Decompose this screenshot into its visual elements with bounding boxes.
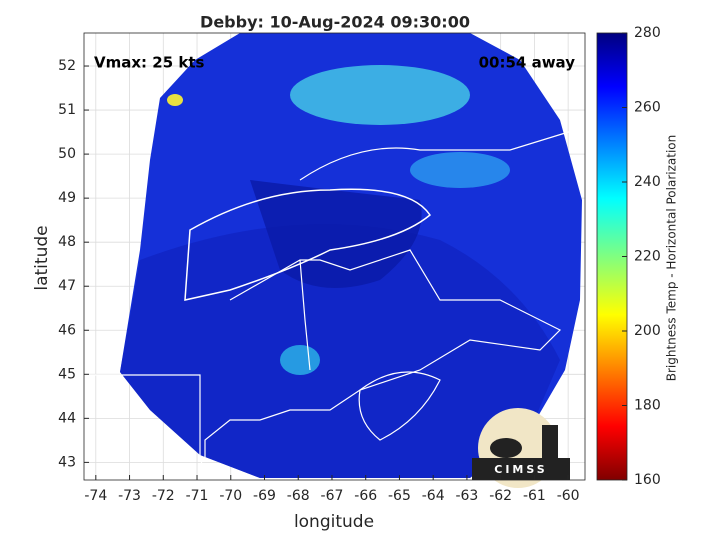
y-tick-label: 51 bbox=[58, 102, 76, 118]
y-tick-label: 50 bbox=[58, 146, 76, 162]
colorbar-label: Brightness Temp - Horizontal Polarizatio… bbox=[665, 135, 679, 382]
x-tick-label: -62 bbox=[489, 488, 512, 504]
y-tick-label: 49 bbox=[58, 190, 76, 206]
logo-text: CIMSS bbox=[494, 463, 547, 476]
x-axis-label: longitude bbox=[294, 512, 374, 532]
y-tick-label: 46 bbox=[58, 322, 76, 338]
colorbar-tick-label: 160 bbox=[634, 472, 661, 488]
x-tick-label: -69 bbox=[253, 488, 276, 504]
y-tick-label: 43 bbox=[58, 454, 76, 470]
annotation: Vmax: 25 kts bbox=[94, 54, 204, 72]
y-tick-label: 47 bbox=[58, 278, 76, 294]
x-tick-label: -63 bbox=[455, 488, 478, 504]
colorbar-tick-label: 280 bbox=[634, 25, 661, 41]
y-tick-label: 52 bbox=[58, 58, 76, 74]
colorbar-tick-label: 240 bbox=[634, 174, 661, 190]
y-tick-label: 45 bbox=[58, 366, 76, 382]
colorbar-tick-label: 180 bbox=[634, 398, 661, 414]
logo: CIMSS bbox=[472, 408, 570, 488]
chart-title: Debby: 10-Aug-2024 09:30:00 bbox=[200, 13, 470, 32]
x-tick-label: -70 bbox=[219, 488, 242, 504]
colorbar-tick-label: 220 bbox=[634, 249, 661, 265]
y-tick-label: 48 bbox=[58, 234, 76, 250]
x-tick-label: -64 bbox=[422, 488, 445, 504]
annotation: 00:54 away bbox=[479, 54, 576, 72]
x-tick-label: -67 bbox=[321, 488, 344, 504]
x-tick-label: -71 bbox=[186, 488, 209, 504]
x-tick-label: -68 bbox=[287, 488, 310, 504]
x-tick-label: -66 bbox=[354, 488, 377, 504]
y-tick-label: 44 bbox=[58, 410, 76, 426]
x-tick-label: -74 bbox=[84, 488, 107, 504]
x-tick-label: -65 bbox=[388, 488, 411, 504]
x-tick-label: -73 bbox=[118, 488, 141, 504]
colorbar-tick-label: 200 bbox=[634, 323, 661, 339]
plot-frame bbox=[83, 32, 586, 481]
swath bbox=[84, 33, 582, 480]
colorbar-tick-label: 260 bbox=[634, 100, 661, 116]
x-tick-label: -61 bbox=[523, 488, 546, 504]
x-tick-label: -72 bbox=[152, 488, 175, 504]
x-tick-label: -60 bbox=[557, 488, 580, 504]
y-axis-label: latitude bbox=[32, 225, 52, 290]
